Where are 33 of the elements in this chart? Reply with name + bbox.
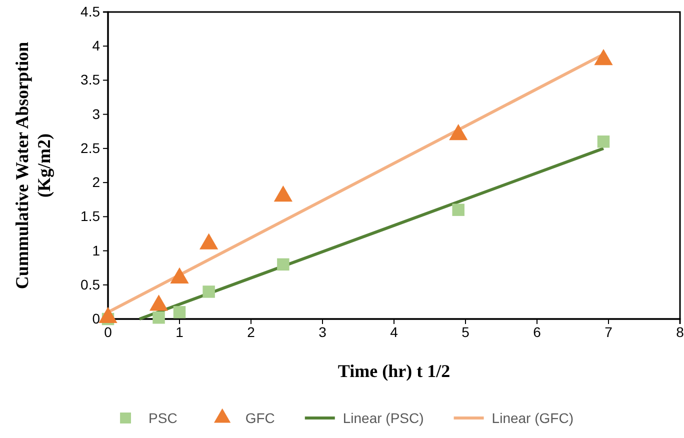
x-tick-label: 4 [390, 324, 398, 340]
point [202, 286, 215, 298]
point [452, 204, 464, 216]
point [449, 124, 468, 140]
x-axis-title: Time (hr) t 1/2 [338, 361, 450, 381]
point [277, 258, 290, 271]
y-tick-label: 4 [92, 38, 100, 54]
x-tick-label: 8 [676, 324, 684, 340]
x-tick-label: 6 [533, 324, 542, 340]
y-tick-label: 0 [92, 310, 100, 326]
y-tick-label: 3.5 [80, 72, 100, 88]
y-tick-label: 0.5 [80, 276, 100, 292]
point [152, 312, 165, 324]
y-tick-label: 1 [92, 242, 100, 258]
legend-label: Linear (PSC) [342, 410, 424, 426]
x-tick-label: 1 [176, 324, 184, 340]
legend-label: GFC [245, 410, 275, 426]
y-tick-label: 4.5 [80, 3, 100, 20]
y-tick-label: 1.5 [80, 208, 100, 224]
legend-label: Linear (GFC) [492, 410, 574, 426]
point [594, 49, 613, 66]
y-tick-label: 3 [92, 106, 100, 122]
x-tick-label: 3 [318, 324, 327, 340]
x-tick-label: 5 [462, 324, 470, 340]
y-axis-title: Cummulative Water Absorption (Kg/m2) [12, 42, 54, 290]
legend-label: PSC [148, 410, 178, 426]
x-tick-label: 2 [247, 324, 256, 340]
y-tick-label: 2.5 [80, 140, 100, 156]
y-tick-label: 2 [92, 174, 100, 190]
point [173, 306, 186, 318]
x-tick-label: 0 [104, 324, 112, 340]
x-tick-label: 7 [604, 324, 613, 340]
point [274, 185, 292, 202]
